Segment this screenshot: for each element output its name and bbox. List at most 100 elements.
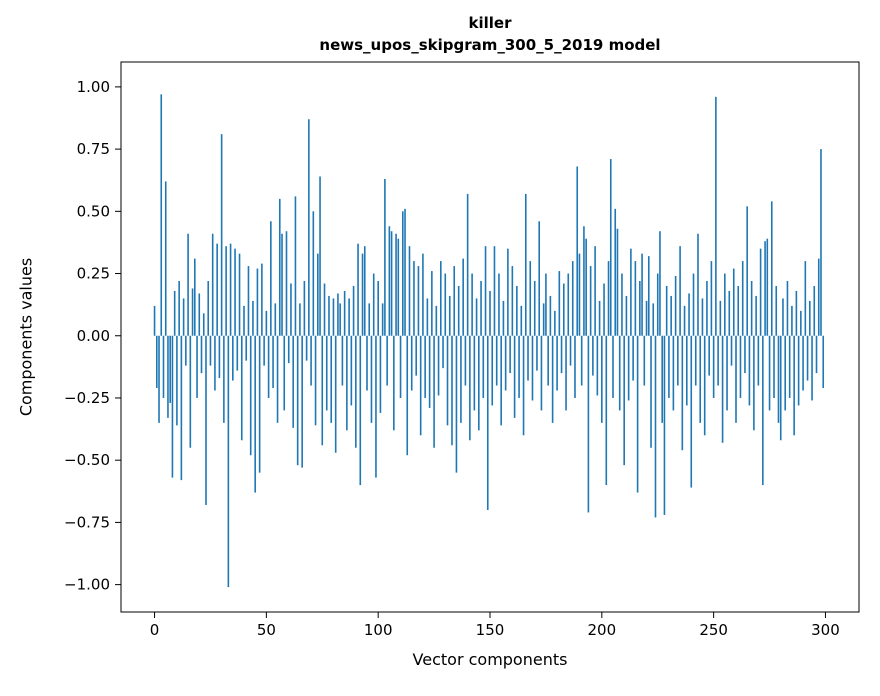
bar	[498, 273, 500, 336]
bar	[603, 283, 605, 336]
chart-title: killer news_upos_skipgram_300_5_2019 mod…	[121, 12, 859, 56]
bar	[746, 206, 748, 336]
bar	[665, 285, 668, 336]
bar	[750, 281, 753, 336]
bar	[359, 335, 362, 486]
bar	[194, 258, 196, 336]
bar	[198, 293, 201, 336]
bar	[305, 335, 308, 361]
bar	[312, 211, 315, 336]
bar	[164, 181, 167, 336]
bar	[516, 285, 518, 336]
bar	[191, 288, 194, 336]
bar	[375, 335, 377, 478]
bar	[563, 283, 565, 336]
bar	[502, 300, 505, 336]
bar	[187, 233, 189, 336]
x-tick-label: 50	[257, 621, 276, 639]
bar	[589, 266, 592, 336]
bar	[404, 208, 406, 336]
bar	[377, 281, 379, 336]
bar	[542, 303, 545, 336]
bar	[185, 335, 187, 366]
bar	[460, 335, 462, 423]
bar	[153, 305, 156, 336]
bar	[433, 335, 435, 448]
bar	[755, 295, 757, 336]
bar	[536, 335, 538, 371]
bar	[173, 290, 176, 336]
bar	[196, 335, 198, 398]
bar	[802, 335, 804, 391]
bar	[732, 268, 735, 336]
bar	[388, 226, 391, 336]
bar	[180, 335, 183, 481]
bar	[627, 335, 630, 401]
bar	[686, 335, 688, 406]
bar	[440, 261, 442, 336]
bar	[464, 335, 467, 386]
bar	[167, 335, 169, 418]
bar	[401, 211, 404, 336]
bar	[511, 266, 514, 336]
bar	[296, 335, 299, 466]
bar	[699, 335, 702, 423]
bar	[795, 290, 798, 336]
y-tick-label: −0.25	[64, 389, 110, 407]
bar	[308, 119, 310, 336]
bar	[314, 335, 317, 426]
bar	[442, 335, 444, 369]
bar	[735, 335, 737, 423]
bar	[263, 335, 265, 366]
bar	[303, 281, 306, 336]
bar	[473, 335, 476, 411]
bar	[647, 256, 650, 336]
bar	[618, 335, 621, 411]
bar	[218, 335, 221, 379]
bar	[484, 246, 487, 336]
bar	[386, 335, 388, 386]
bar	[437, 335, 440, 396]
bar	[227, 335, 230, 588]
bar	[625, 295, 628, 336]
bar	[759, 248, 762, 336]
bar	[786, 281, 789, 336]
bar	[471, 273, 473, 336]
bar	[764, 241, 766, 336]
bar	[643, 335, 646, 386]
bar	[426, 298, 429, 336]
bar	[540, 335, 543, 411]
bar	[574, 335, 576, 398]
plot-border	[120, 61, 860, 613]
bar	[245, 335, 248, 361]
bar	[800, 310, 802, 336]
bar	[587, 335, 590, 513]
bar	[419, 335, 422, 436]
bar	[236, 335, 239, 371]
bar	[325, 335, 328, 411]
bar	[317, 253, 319, 336]
bar	[417, 266, 420, 336]
bars	[153, 94, 825, 588]
bar	[243, 305, 245, 336]
bar	[368, 303, 371, 336]
bar	[337, 293, 339, 336]
bar	[636, 335, 639, 493]
bar	[679, 246, 681, 336]
bar	[301, 335, 303, 468]
bar	[578, 253, 581, 336]
chart-title-line1: killer	[468, 14, 512, 32]
bar	[319, 176, 321, 336]
bar	[272, 335, 274, 389]
bar	[415, 335, 417, 376]
bar	[457, 285, 460, 336]
bar	[249, 335, 252, 456]
bar	[504, 335, 507, 391]
bar	[612, 335, 614, 398]
bar	[413, 261, 415, 336]
bar	[158, 335, 160, 423]
bar	[549, 295, 552, 336]
bar	[728, 290, 731, 336]
bar	[710, 261, 713, 336]
